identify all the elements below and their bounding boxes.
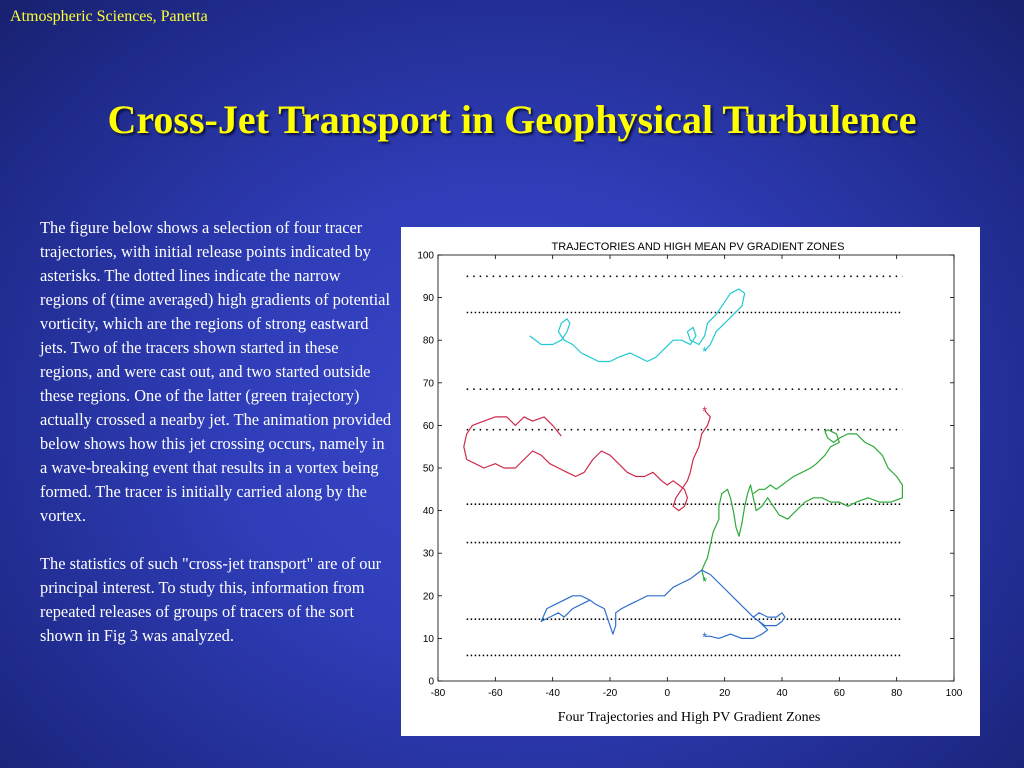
header-label: Atmospheric Sciences, Panetta <box>10 8 208 25</box>
paragraph-statistics: The statistics of such "cross-jet transp… <box>40 554 382 645</box>
y-tick-label: 100 <box>417 251 434 262</box>
release-point-asterisk: * <box>702 344 707 359</box>
x-tick-label: 100 <box>946 688 963 699</box>
y-tick-label: 10 <box>423 634 435 645</box>
y-tick-label: 70 <box>423 378 435 389</box>
body-text: The figure below shows a selection of fo… <box>40 216 392 672</box>
chart-title: TRAJECTORIES AND HIGH MEAN PV GRADIENT Z… <box>552 241 845 253</box>
trajectory-line <box>540 569 786 639</box>
y-tick-label: 90 <box>423 293 435 304</box>
chart-xlabel: Four Trajectories and High PV Gradient Z… <box>558 710 821 725</box>
y-tick-label: 50 <box>423 464 435 475</box>
y-tick-label: 20 <box>423 591 435 602</box>
y-tick-label: 80 <box>423 336 435 347</box>
release-point-asterisk: * <box>702 629 707 644</box>
x-tick-label: -40 <box>545 688 560 699</box>
x-tick-label: -60 <box>488 688 503 699</box>
trajectory-figure: TRAJECTORIES AND HIGH MEAN PV GRADIENT Z… <box>401 227 980 736</box>
trajectory-line <box>529 288 746 363</box>
trajectory-chart: TRAJECTORIES AND HIGH MEAN PV GRADIENT Z… <box>417 241 963 725</box>
x-tick-label: 80 <box>891 688 903 699</box>
x-tick-label: 20 <box>719 688 731 699</box>
y-tick-label: 30 <box>423 549 435 560</box>
trajectory-line <box>701 429 903 582</box>
paragraph-description: The figure below shows a selection of fo… <box>40 218 392 525</box>
y-tick-label: 40 <box>423 506 435 517</box>
x-tick-label: -80 <box>431 688 446 699</box>
x-tick-label: 0 <box>665 688 671 699</box>
x-tick-label: -20 <box>603 688 618 699</box>
x-tick-label: 40 <box>776 688 788 699</box>
y-tick-label: 0 <box>428 677 434 688</box>
y-tick-label: 60 <box>423 421 435 432</box>
release-point-asterisk: * <box>702 574 707 589</box>
x-tick-label: 60 <box>834 688 846 699</box>
release-point-asterisk: * <box>702 403 707 418</box>
trajectory-line <box>463 410 711 512</box>
slide-title: Cross-Jet Transport in Geophysical Turbu… <box>107 97 917 142</box>
